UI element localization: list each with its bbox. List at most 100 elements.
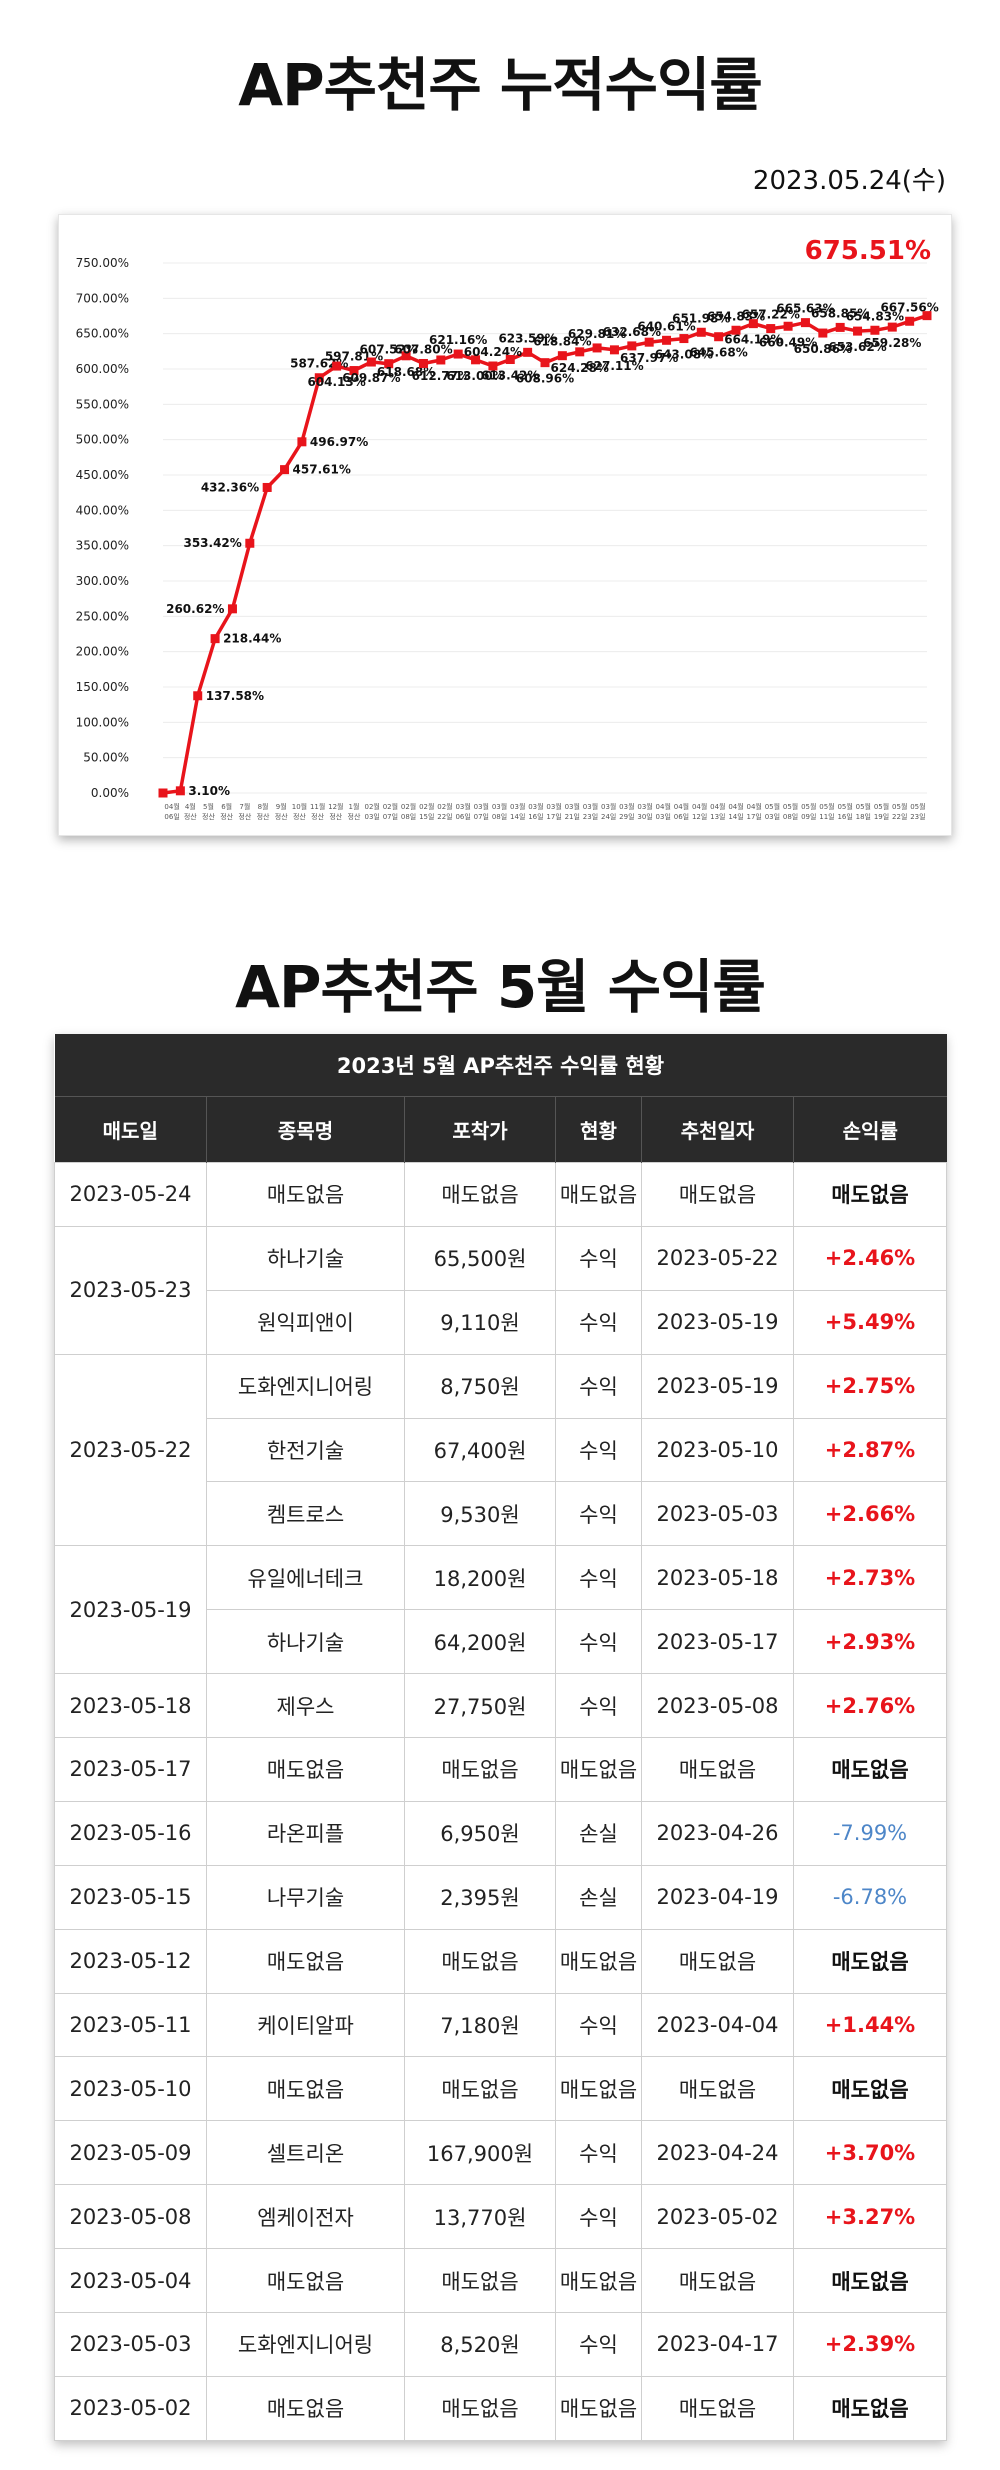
pl-cell: 매도없음: [793, 2056, 947, 2122]
x-tick-label: 05월: [874, 802, 889, 811]
x-tick-label: 04월: [656, 802, 671, 811]
table-row: 2023-05-17 매도없음 매도없음 매도없음 매도없음 매도없음: [54, 1737, 947, 1802]
stock-name-cell: 하나기술: [206, 1609, 405, 1675]
pl-cell: +2.93%: [793, 1609, 947, 1675]
x-tick-label: 23일: [910, 812, 925, 821]
table-row: 2023-05-23 하나기술 65,500원 수익 2023-05-22 +2.46%: [54, 1225, 947, 1355]
data-point: [783, 321, 793, 331]
status-cell: 수익: [555, 1992, 642, 2058]
data-point: [818, 328, 828, 338]
column-header: 종목명: [206, 1096, 405, 1163]
data-point: [748, 319, 758, 329]
x-tick-label: 03월: [583, 802, 598, 811]
y-tick-label: 650.00%: [76, 327, 129, 341]
x-tick-label: 정산: [220, 812, 233, 821]
price-cell: 8,750원: [404, 1353, 556, 1419]
x-tick-label: 04월: [747, 802, 762, 811]
data-label: 432.36%: [201, 480, 259, 494]
x-tick-label: 9월: [276, 802, 287, 811]
data-point: [245, 538, 255, 548]
data-point: [696, 327, 706, 337]
x-tick-label: 07일: [383, 812, 398, 821]
sell-date-cell: 2023-05-24: [54, 1162, 207, 1227]
data-point: [662, 335, 672, 345]
rec-date-cell: 2023-05-08: [641, 1673, 794, 1739]
table-row: 2023-05-19 유일에너테크 18,200원 수익 2023-05-18 +2.73…: [54, 1545, 947, 1675]
pl-cell: 매도없음: [793, 2375, 947, 2441]
x-tick-label: 05월: [765, 802, 780, 811]
x-tick-label: 정산: [275, 812, 288, 821]
stock-name-cell: 유일에너테크: [206, 1545, 405, 1611]
y-tick-label: 500.00%: [76, 433, 129, 447]
x-tick-label: 02월: [401, 802, 416, 811]
x-tick-label: 02월: [419, 802, 434, 811]
x-tick-label: 23일: [583, 812, 598, 821]
data-label: 643.08%: [655, 348, 713, 362]
data-label: 657.22%: [742, 308, 800, 322]
x-tick-label: 05월: [837, 802, 852, 811]
data-label: 658.85%: [811, 306, 869, 320]
data-label: 613.00%: [446, 369, 504, 383]
price-cell: 매도없음: [404, 1928, 556, 1994]
rec-date-cell: 2023-04-17: [641, 2312, 794, 2377]
data-label: 618.68%: [377, 365, 435, 379]
sell-date-cell: 2023-05-15: [54, 1864, 207, 1930]
stock-name-cell: 매도없음: [206, 2248, 405, 2314]
sell-date-cell: 2023-05-19: [54, 1545, 207, 1675]
y-tick-label: 600.00%: [76, 362, 129, 376]
status-cell: 손실: [555, 1800, 642, 1866]
data-label: 645.68%: [689, 346, 747, 360]
data-label: 496.97%: [310, 435, 368, 449]
stock-name-cell: 엠케이전자: [206, 2184, 405, 2250]
data-label: 353.42%: [183, 536, 241, 550]
pl-cell: 매도없음: [793, 2248, 947, 2314]
pl-cell: 매도없음: [793, 1737, 947, 1802]
table-row: 2023-05-04 매도없음 매도없음 매도없음 매도없음 매도없음: [54, 2248, 947, 2314]
data-point: [731, 325, 741, 335]
status-cell: 수익: [555, 1481, 642, 1547]
x-tick-label: 11월: [310, 802, 325, 811]
x-tick-label: 정산: [257, 812, 270, 821]
x-tick-label: 08일: [401, 812, 416, 821]
status-cell: 수익: [555, 1289, 642, 1355]
data-label: 137.58%: [206, 689, 264, 703]
data-point: [800, 318, 810, 328]
data-label: 218.44%: [223, 632, 281, 646]
column-header: 손익률: [793, 1096, 947, 1163]
data-point: [627, 341, 637, 351]
y-tick-label: 350.00%: [76, 539, 129, 553]
data-point: [853, 326, 863, 336]
table-row: 2023-05-24 매도없음 매도없음 매도없음 매도없음 매도없음: [54, 1162, 947, 1227]
pl-cell: -6.78%: [793, 1864, 947, 1930]
column-header: 추천일자: [641, 1096, 794, 1163]
report-date: 2023.05.24(수): [752, 166, 946, 196]
table-row: 2023-05-22 도화엔지니어링 8,750원 수익 2023-05-19 +2.75…: [54, 1353, 947, 1547]
price-cell: 매도없음: [404, 1162, 556, 1227]
stock-name-cell: 라온피플: [206, 1800, 405, 1866]
y-tick-label: 450.00%: [76, 468, 129, 482]
pl-cell: +2.39%: [793, 2312, 947, 2377]
pl-cell: +2.46%: [793, 1225, 947, 1291]
x-tick-label: 05월: [819, 802, 834, 811]
sell-date-cell: 2023-05-18: [54, 1673, 207, 1739]
status-cell: 매도없음: [555, 1162, 642, 1227]
rec-date-cell: 매도없음: [641, 1737, 794, 1802]
data-point: [609, 345, 619, 355]
x-tick-label: 정산: [202, 812, 215, 821]
x-tick-label: 18일: [856, 812, 871, 821]
status-cell: 손실: [555, 1864, 642, 1930]
table-row: 하나기술 64,200원 수익 2023-05-17 +2.93%: [55, 1609, 947, 1675]
table-row: 2023-05-03 도화엔지니어링 8,520원 수익 2023-04-17 +2.39…: [54, 2312, 947, 2377]
final-return-value: 675.51%: [805, 236, 931, 266]
x-tick-label: 21일: [565, 812, 580, 821]
price-cell: 8,520원: [404, 2312, 556, 2377]
price-cell: 27,750원: [404, 1673, 556, 1739]
x-tick-label: 05월: [783, 802, 798, 811]
sell-date-cell: 2023-05-16: [54, 1800, 207, 1866]
status-cell: 수익: [555, 2184, 642, 2250]
cumulative-return-chart: 0.00% 50.00% 100.00% 150.00% 200.00% 250.00% 3…: [58, 214, 952, 836]
rec-date-cell: 2023-05-19: [641, 1353, 794, 1419]
table-row: 2023-05-15 나무기술 2,395원 손실 2023-04-19 -6.78%: [54, 1864, 947, 1930]
price-cell: 18,200원: [404, 1545, 556, 1611]
x-tick-label: 14일: [510, 812, 525, 821]
